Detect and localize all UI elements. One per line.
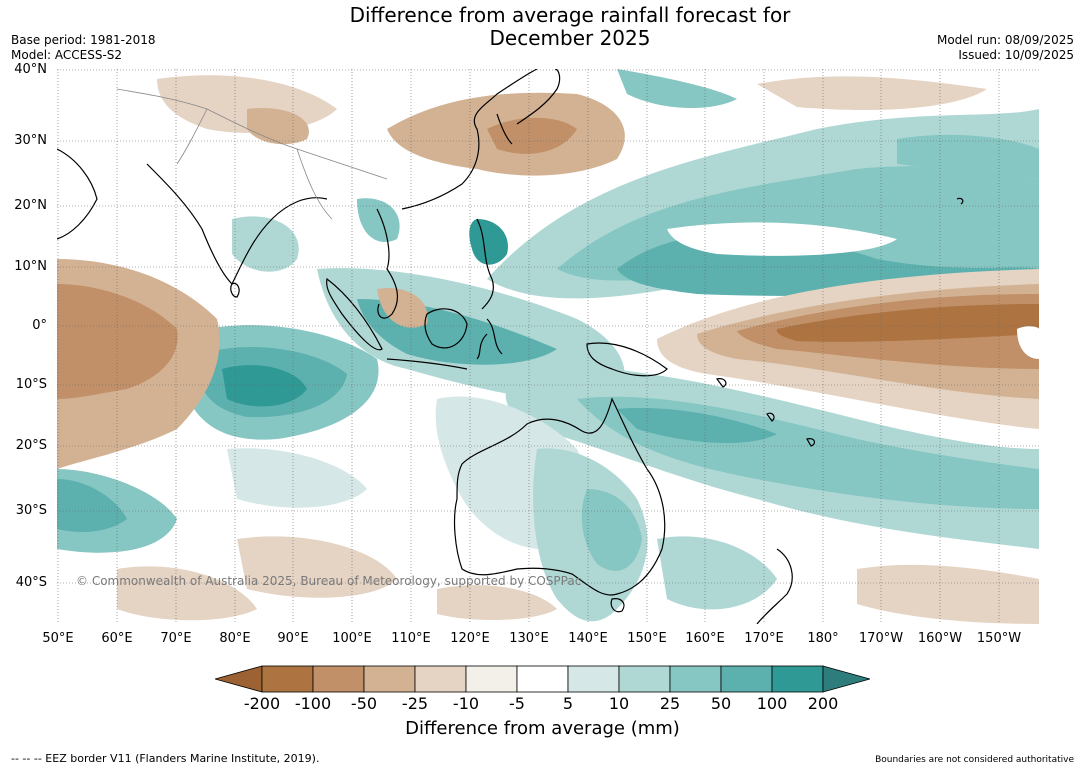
longitude-label: 170°W (858, 631, 904, 646)
colorbar-bin (567, 665, 620, 693)
longitude-label: 110°E (391, 631, 431, 646)
colorbar-bin (261, 665, 314, 693)
rainfall-map (57, 69, 1039, 624)
latitude-label: 30°N (14, 133, 47, 148)
model-run: Model run: 08/09/2025 (936, 33, 1074, 47)
model-info: Base period: 1981-2018 Model: ACCESS-S2 (11, 33, 156, 63)
eez-legend: -- -- -- EEZ border V11 (Flanders Marine… (11, 752, 320, 765)
longitude-label: 160°E (685, 631, 725, 646)
colorbar-tick-label: 50 (710, 694, 732, 713)
colorbar-bin (771, 665, 824, 693)
run-info: Model run: 08/09/2025 Issued: 10/09/2025 (937, 33, 1074, 63)
latitude-label: 10°N (14, 259, 47, 274)
colorbar-tick-label: 5 (562, 694, 574, 713)
longitude-label: 70°E (160, 631, 192, 646)
country-borders (116, 88, 388, 220)
longitude-label: 170°E (744, 631, 784, 646)
latitude-label: 20°N (14, 198, 47, 213)
graticule (57, 69, 1039, 624)
colorbar-tick-label: -10 (452, 694, 480, 713)
title-line-2: December 2025 (489, 26, 651, 50)
longitude-label: 60°E (101, 631, 133, 646)
colorbar-bin (414, 665, 467, 693)
colorbar-bin (312, 665, 365, 693)
colorbar-max-arrow (822, 665, 870, 693)
colorbar-bin (669, 665, 722, 693)
latitude-label: 0° (32, 318, 47, 333)
latitude-label: 40°S (15, 575, 47, 590)
colorbar-bin (720, 665, 773, 693)
colorbar-tick-label: 200 (807, 694, 839, 713)
colorbar-bin (363, 665, 416, 693)
map-title: Difference from average rainfall forecas… (0, 4, 1085, 50)
colorbar-tick-label: 100 (756, 694, 788, 713)
longitude-label: 140°E (568, 631, 608, 646)
disclaimer: Boundaries are not considered authoritat… (875, 755, 1074, 765)
colorbar-bin (618, 665, 671, 693)
latitude-label: 30°S (15, 503, 47, 518)
colorbar-tick-label: 25 (659, 694, 681, 713)
colorbar-tick-label: -100 (294, 694, 332, 713)
latitude-label: 40°N (14, 62, 47, 77)
coastlines (57, 69, 964, 624)
longitude-label: 90°E (277, 631, 309, 646)
colorbar-tick-label: 10 (608, 694, 630, 713)
longitude-label: 130°E (509, 631, 549, 646)
longitude-label: 160°W (917, 631, 963, 646)
latitude-label: 10°S (15, 377, 47, 392)
colorbar-tick-label: -5 (509, 694, 525, 713)
longitude-label: 150°W (976, 631, 1022, 646)
longitude-label: 50°E (42, 631, 74, 646)
colorbar-tick-label: -200 (243, 694, 281, 713)
copyright-notice: © Commonwealth of Australia 2025, Bureau… (76, 574, 582, 588)
colorbar-tick-label: -25 (401, 694, 429, 713)
longitude-label: 150°E (627, 631, 667, 646)
colorbar-title: Difference from average (mm) (405, 718, 680, 739)
colorbar (215, 665, 870, 693)
rainfall-anomaly-shading (57, 69, 1039, 624)
longitude-label: 180° (807, 631, 839, 646)
issued-date: Issued: 10/09/2025 (958, 48, 1074, 62)
title-line-1: Difference from average rainfall forecas… (349, 3, 791, 27)
colorbar-bin (516, 665, 569, 693)
longitude-label: 100°E (332, 631, 372, 646)
latitude-label: 20°S (15, 438, 47, 453)
model-name: Model: ACCESS-S2 (11, 48, 123, 62)
colorbar-bin (465, 665, 518, 693)
base-period: Base period: 1981-2018 (11, 33, 156, 47)
colorbar-tick-label: -50 (350, 694, 378, 713)
longitude-label: 120°E (450, 631, 490, 646)
longitude-label: 80°E (219, 631, 251, 646)
colorbar-min-arrow (215, 665, 263, 693)
